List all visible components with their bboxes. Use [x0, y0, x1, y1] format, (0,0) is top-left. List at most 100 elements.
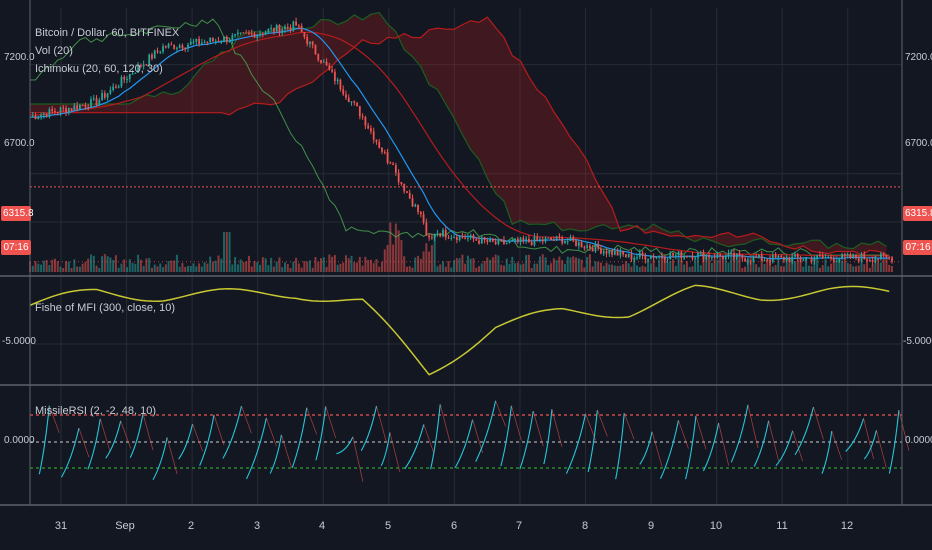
volume-bar — [247, 255, 250, 272]
volume-bar — [716, 259, 719, 272]
missile-trail — [266, 417, 277, 447]
candle-body — [90, 99, 92, 108]
candle-body — [142, 64, 145, 67]
volume-bar — [799, 258, 802, 272]
volume-bar — [356, 262, 359, 272]
candle-body — [325, 61, 328, 66]
candle-body — [588, 245, 591, 249]
volume-bar — [339, 263, 342, 272]
volume-bar — [37, 263, 40, 272]
candle-body — [70, 108, 73, 110]
candle-body — [200, 42, 203, 44]
candle-body — [602, 251, 605, 254]
candle-body — [791, 256, 794, 262]
volume-bar — [51, 259, 54, 272]
fisher-mfi-line — [29, 284, 890, 376]
missile-trail — [695, 415, 707, 450]
volume-bar — [849, 263, 852, 272]
volume-bar — [455, 258, 458, 272]
volume-bar — [223, 232, 226, 272]
fisher-legend[interactable]: Fishe of MFI (300, close, 10) — [35, 302, 175, 314]
missile-trail — [876, 430, 887, 469]
candle-body — [117, 86, 120, 88]
candle-body — [469, 235, 472, 238]
volume-bar — [649, 263, 652, 272]
volume-bar — [220, 258, 223, 272]
volume-bar — [214, 260, 217, 272]
volume-bar — [525, 255, 528, 272]
volume-bar — [497, 255, 500, 272]
missile-trail — [623, 413, 635, 440]
volume-bar — [73, 259, 76, 272]
volume-bar — [112, 260, 115, 272]
candle-body — [112, 86, 115, 90]
volume-bar — [505, 258, 508, 272]
volume-bar — [721, 255, 724, 272]
candle-body — [591, 248, 594, 252]
volume-bar — [727, 262, 730, 272]
candle-body — [353, 101, 356, 103]
volume-bar — [217, 255, 220, 272]
candle-body — [763, 260, 766, 262]
candle-body — [447, 237, 450, 239]
candle-body — [777, 256, 780, 258]
volume-bar — [555, 260, 558, 272]
candle-body — [649, 256, 652, 260]
volume-bar — [835, 255, 838, 272]
missile-legend[interactable]: MissileRSI (2, -2, 48, 10) — [35, 405, 157, 417]
candle-body — [569, 237, 572, 241]
volume-bar — [744, 266, 747, 272]
candle-body — [849, 254, 852, 259]
fisher-level-right: -5.0000 — [903, 336, 932, 347]
volume-bar — [586, 256, 589, 272]
candle-body — [162, 46, 164, 52]
candle-body — [87, 107, 90, 109]
time-label-7: 7 — [515, 520, 523, 532]
symbol-legend[interactable]: Bitcoin / Dollar, 60, BITFINEX — [35, 27, 180, 39]
volume-bar — [599, 262, 602, 272]
time-label-11: 11 — [776, 520, 788, 532]
candle-body — [317, 54, 320, 61]
volume-bar — [153, 264, 156, 272]
volume-bar — [186, 265, 189, 272]
candle-body — [123, 76, 126, 80]
volume-bar — [821, 265, 824, 272]
candle-body — [306, 37, 309, 44]
candle-body — [59, 107, 62, 113]
volume-bar — [733, 257, 736, 272]
candle-body — [159, 51, 162, 53]
candle-body — [417, 204, 419, 213]
volume-legend[interactable]: Vol (20) — [35, 45, 73, 57]
volume-bar — [200, 266, 203, 272]
volume-bar — [569, 257, 572, 272]
candle-body — [464, 237, 467, 239]
candle-body — [783, 256, 785, 261]
candle-body — [261, 33, 264, 35]
missile-segment — [105, 420, 122, 459]
candle-body — [508, 240, 511, 243]
pane-separators — [0, 0, 932, 506]
volume-bar — [699, 265, 702, 272]
volume-bar — [502, 265, 505, 272]
volume-bar — [544, 257, 547, 272]
volume-bar — [403, 256, 406, 272]
time-label-8: 8 — [581, 520, 589, 532]
volume-bar — [522, 263, 525, 272]
volume-bar — [500, 264, 503, 272]
volume-bar — [708, 255, 711, 272]
missile-segment — [380, 432, 391, 467]
volume-bar — [45, 260, 48, 272]
missile-trail — [166, 437, 178, 475]
volume-bar — [647, 259, 650, 272]
ichimoku-legend[interactable]: Ichimoku (20, 60, 120, 30) — [35, 63, 163, 75]
volume-bar — [824, 259, 827, 272]
candle-body — [331, 69, 334, 72]
volume-bar — [372, 263, 375, 272]
candle-body — [746, 260, 749, 262]
candle-body — [45, 113, 48, 117]
candle-body — [34, 115, 37, 120]
volume-bar — [123, 259, 126, 272]
volume-bar — [137, 254, 140, 272]
candle-body — [345, 94, 347, 98]
candle-body — [372, 131, 375, 140]
